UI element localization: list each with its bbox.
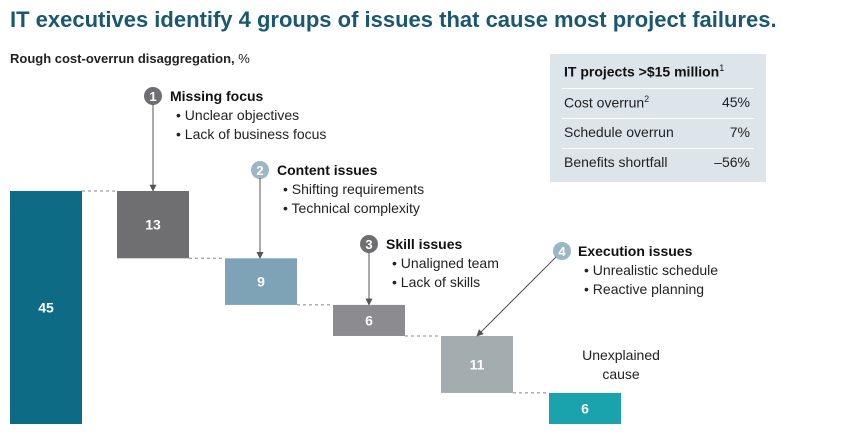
issue-number: 3	[365, 237, 372, 252]
issue-title: Missing focus	[170, 88, 264, 104]
info-row-value: 7%	[729, 124, 750, 140]
remainder-caption-line: cause	[602, 366, 640, 382]
subtitle-unit: %	[234, 51, 250, 66]
issue-bullet: • Technical complexity	[283, 200, 420, 216]
remainder-caption-line: Unexplained	[582, 347, 660, 363]
issue-bullet: • Lack of skills	[392, 274, 480, 290]
bar-label-step: 13	[145, 217, 161, 233]
bar-label-step: 11	[470, 356, 485, 372]
issue-bullet: • Unrealistic schedule	[584, 262, 718, 278]
info-row-label: Schedule overrun	[564, 124, 674, 140]
bar-step	[225, 258, 297, 305]
issue-bullet: • Lack of business focus	[176, 126, 326, 142]
issue-bullet: • Shifting requirements	[283, 181, 424, 197]
info-box: IT projects >$15 million1 Cost overrun2 …	[550, 54, 766, 182]
issue-number: 2	[256, 163, 263, 178]
bar-label-step: 6	[365, 312, 373, 328]
issue-arrow	[476, 256, 557, 337]
info-row-cost-overrun: Cost overrun2 45%	[564, 94, 750, 111]
info-row-schedule-overrun: Schedule overrun 7%	[564, 124, 750, 140]
info-row-label: Benefits shortfall	[564, 154, 668, 170]
issue-title: Execution issues	[578, 243, 693, 259]
info-box-divider	[562, 118, 754, 119]
info-row-footnote: 2	[644, 94, 650, 104]
bar-label-total: 45	[38, 300, 54, 316]
issue-number-badge	[360, 235, 378, 253]
bar-remainder	[549, 392, 621, 424]
bar-label-remainder: 6	[581, 400, 589, 416]
issue-title: Skill issues	[386, 236, 462, 252]
bar-total	[10, 191, 82, 424]
issue-bullet: • Reactive planning	[584, 281, 704, 297]
bar-label-step: 9	[257, 274, 265, 290]
bar-step	[441, 335, 513, 393]
issue-bullet: • Unaligned team	[392, 255, 499, 271]
bar-step	[117, 191, 189, 259]
info-box-divider	[562, 148, 754, 149]
issue-number-badge	[144, 87, 162, 105]
issue-number-badge	[553, 242, 571, 260]
info-box-heading: IT projects >$15 million1	[564, 63, 724, 80]
issue-number: 4	[558, 244, 566, 259]
info-row-label: Cost overrun2	[564, 94, 649, 111]
info-box-heading-footnote: 1	[719, 63, 725, 73]
info-box-divider	[562, 88, 754, 89]
info-row-benefits-shortfall: Benefits shortfall –56%	[564, 154, 750, 170]
issue-number: 1	[149, 89, 156, 104]
page-title: IT executives identify 4 groups of issue…	[10, 7, 777, 32]
chart-subtitle: Rough cost-overrun disaggregation, %	[10, 51, 250, 66]
subtitle-bold: Rough cost-overrun disaggregation,	[10, 51, 235, 66]
bar-step	[333, 304, 405, 336]
info-row-value: 45%	[721, 94, 750, 110]
issue-number-badge	[251, 161, 269, 179]
info-row-label-text: Cost overrun	[564, 94, 645, 111]
info-row-value: –56%	[714, 154, 750, 170]
issue-bullet: • Unclear objectives	[176, 107, 299, 123]
issue-title: Content issues	[277, 162, 378, 178]
info-box-heading-text: IT projects >$15 million	[564, 63, 720, 80]
